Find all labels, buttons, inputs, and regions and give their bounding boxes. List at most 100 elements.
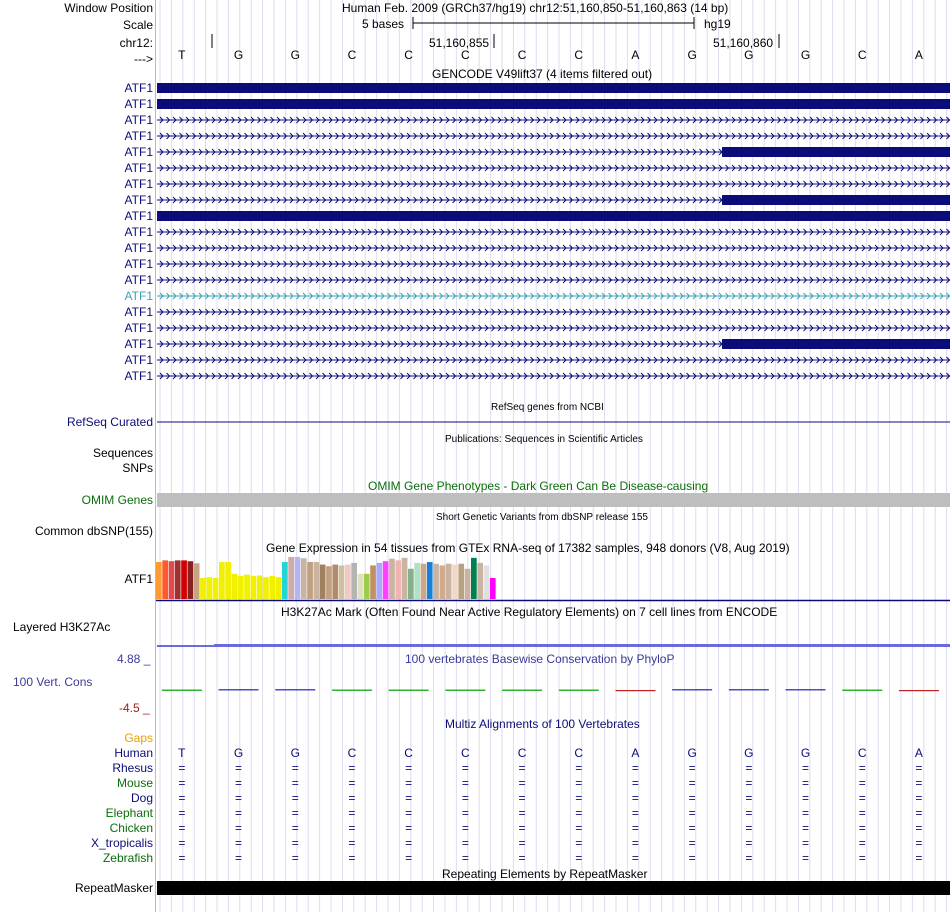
gtex-bar[interactable]: [256, 575, 263, 599]
gtex-bar[interactable]: [326, 566, 332, 599]
gtex-bar[interactable]: [212, 578, 219, 599]
conservation-label[interactable]: 100 Vert. Cons: [13, 675, 93, 689]
conservation-bar[interactable]: [558, 689, 599, 691]
conservation-bar[interactable]: [275, 689, 316, 691]
gtex-bar[interactable]: [345, 564, 351, 599]
gtex-bar[interactable]: [288, 557, 294, 599]
conservation-title[interactable]: 100 vertebrates Basewise Conservation by…: [405, 652, 675, 666]
species-label[interactable]: Zebrafish: [102, 851, 153, 865]
gencode-exon[interactable]: [722, 195, 950, 205]
gtex-bar[interactable]: [263, 577, 269, 599]
species-label[interactable]: Rhesus: [112, 761, 153, 775]
gtex-bar[interactable]: [489, 578, 496, 599]
conservation-bar[interactable]: [502, 689, 543, 691]
gtex-bar[interactable]: [294, 557, 301, 599]
dbsnp-title[interactable]: Short Genetic Variants from dbSNP releas…: [436, 512, 648, 523]
gtex-bar[interactable]: [187, 561, 194, 599]
gencode-exon[interactable]: [157, 99, 950, 109]
refseq-title[interactable]: RefSeq genes from NCBI: [491, 402, 604, 413]
h3k27ac-label[interactable]: Layered H3K27Ac: [13, 620, 111, 634]
sequences-label[interactable]: Sequences: [92, 446, 153, 460]
gtex-bar[interactable]: [471, 557, 477, 599]
refseq-label[interactable]: RefSeq Curated: [66, 415, 153, 429]
gtex-bar[interactable]: [363, 573, 370, 599]
conservation-bar[interactable]: [785, 689, 826, 691]
conservation-bar[interactable]: [842, 689, 883, 691]
gtex-bar[interactable]: [156, 562, 162, 599]
gtex-bar[interactable]: [408, 568, 414, 599]
conservation-bar[interactable]: [898, 690, 939, 692]
omim-label[interactable]: OMIM Genes: [81, 493, 153, 507]
gtex-bar[interactable]: [168, 561, 175, 599]
gencode-item-label[interactable]: ATF1: [124, 97, 153, 111]
gtex-bar[interactable]: [376, 562, 383, 599]
gencode-item-label[interactable]: ATF1: [124, 145, 153, 159]
gtex-bar[interactable]: [275, 577, 282, 599]
gtex-bar[interactable]: [351, 562, 357, 599]
gtex-bar[interactable]: [225, 562, 231, 599]
gtex-bar[interactable]: [401, 557, 408, 599]
gencode-item-label[interactable]: ATF1: [124, 289, 153, 303]
dbsnp-label[interactable]: Common dbSNP(155): [34, 524, 153, 538]
conservation-bar[interactable]: [728, 689, 769, 691]
gtex-bar[interactable]: [231, 573, 238, 599]
gtex-bar[interactable]: [244, 574, 250, 599]
gtex-bar[interactable]: [483, 565, 490, 599]
gtex-title[interactable]: Gene Expression in 54 tissues from GTEx …: [266, 541, 790, 555]
gtex-bar[interactable]: [370, 565, 376, 599]
gencode-title[interactable]: GENCODE V49lift37 (4 items filtered out): [432, 67, 653, 81]
gtex-bar[interactable]: [174, 560, 181, 599]
conservation-bar[interactable]: [615, 690, 656, 692]
gtex-bar[interactable]: [307, 562, 313, 599]
gencode-exon[interactable]: [722, 147, 950, 157]
gtex-bar[interactable]: [426, 562, 433, 599]
conservation-bar[interactable]: [388, 689, 429, 691]
conservation-bar[interactable]: [161, 689, 202, 691]
gencode-exon[interactable]: [157, 211, 950, 221]
gtex-bar[interactable]: [206, 577, 213, 599]
gtex-bar[interactable]: [439, 565, 446, 599]
species-label[interactable]: Mouse: [116, 776, 153, 790]
gtex-bar[interactable]: [445, 563, 452, 599]
gtex-bar[interactable]: [395, 560, 402, 599]
gtex-bar[interactable]: [338, 565, 345, 599]
conservation-bar[interactable]: [218, 689, 259, 691]
gtex-bar[interactable]: [458, 563, 465, 599]
gencode-exon[interactable]: [722, 339, 950, 349]
species-label[interactable]: X_tropicalis: [90, 836, 153, 850]
repeatmasker-title[interactable]: Repeating Elements by RepeatMasker: [442, 867, 648, 881]
gtex-bar[interactable]: [313, 562, 320, 599]
gtex-bar[interactable]: [477, 562, 483, 599]
gtex-bar[interactable]: [414, 562, 420, 599]
conservation-bar[interactable]: [672, 689, 713, 691]
gtex-bar[interactable]: [219, 562, 225, 599]
gtex-bar[interactable]: [433, 563, 439, 599]
species-label[interactable]: Human: [114, 746, 153, 760]
gtex-label[interactable]: ATF1: [124, 572, 153, 586]
multiz-title[interactable]: Multiz Alignments of 100 Vertebrates: [445, 717, 640, 731]
gencode-item-label[interactable]: ATF1: [124, 193, 153, 207]
gencode-item-label[interactable]: ATF1: [124, 161, 153, 175]
species-label[interactable]: Chicken: [109, 821, 153, 835]
gencode-item-label[interactable]: ATF1: [124, 241, 153, 255]
gtex-bar[interactable]: [193, 563, 200, 599]
h3k27ac-title[interactable]: H3K27Ac Mark (Often Found Near Active Re…: [281, 605, 778, 619]
gtex-bar[interactable]: [162, 560, 168, 599]
gtex-bar[interactable]: [319, 564, 326, 599]
repeatmasker-bar[interactable]: [157, 881, 950, 895]
gtex-bar[interactable]: [282, 562, 288, 599]
gencode-item-label[interactable]: ATF1: [124, 81, 153, 95]
gencode-item-label[interactable]: ATF1: [124, 113, 153, 127]
gtex-bar[interactable]: [452, 564, 458, 599]
gtex-bar[interactable]: [332, 564, 339, 599]
gtex-bar[interactable]: [357, 573, 364, 599]
gencode-item-label[interactable]: ATF1: [124, 305, 153, 319]
gtex-bar[interactable]: [181, 560, 187, 599]
gtex-bar[interactable]: [420, 563, 427, 599]
conservation-bar[interactable]: [331, 689, 372, 691]
gencode-item-label[interactable]: ATF1: [124, 177, 153, 191]
conservation-bar[interactable]: [445, 689, 486, 691]
gtex-bar[interactable]: [237, 575, 244, 599]
gtex-bar[interactable]: [389, 558, 395, 599]
gtex-bar[interactable]: [464, 568, 471, 599]
